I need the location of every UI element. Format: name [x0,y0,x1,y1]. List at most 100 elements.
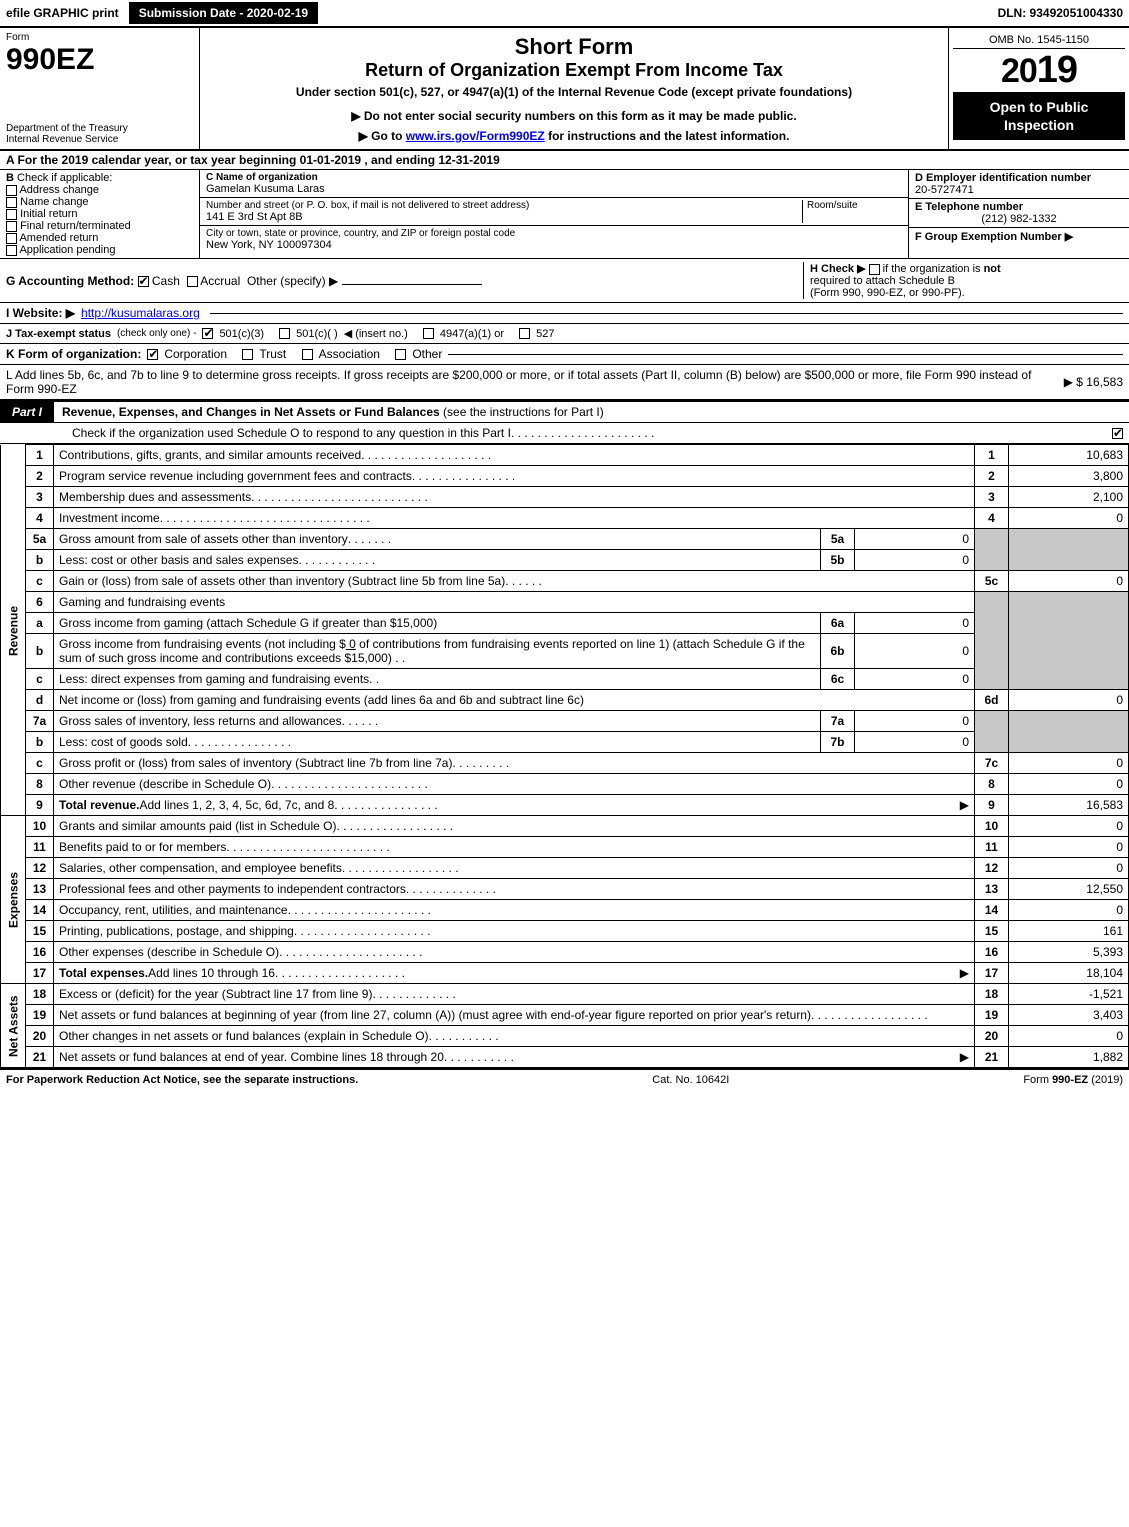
lbl-501c3: 501(c)(3) [219,328,264,340]
ln-6c: c [26,669,54,690]
ln-14: 14 [26,900,54,921]
lbl-address-change: Address change [19,184,99,196]
chk-name-change[interactable] [6,197,17,208]
txt-9b: Add lines 1, 2, 3, 4, 5c, 6d, 7c, and 8 [139,798,334,812]
box-6d: 6d [975,690,1009,711]
chk-other-org[interactable] [395,349,406,360]
txt-12: Salaries, other compensation, and employ… [59,861,342,875]
txt-2: Program service revenue including govern… [59,469,412,483]
omb-number: OMB No. 1545-1150 [953,32,1125,49]
txt-21: Net assets or fund balances at end of ye… [59,1050,444,1064]
box-4: 4 [975,508,1009,529]
sub-7b: 7b [821,732,855,753]
txt-6b-1: Gross income from fundraising events (no… [59,637,346,651]
j-rest: (check only one) - [117,328,196,339]
chk-501c3[interactable] [202,328,213,339]
line-g-h: G Accounting Method: Cash Accrual Other … [0,259,1129,303]
sub-7a: 7a [821,711,855,732]
chk-527[interactable] [519,328,530,339]
ln-17: 17 [26,963,54,984]
chk-final-return[interactable] [6,221,17,232]
e-label: E Telephone number [915,201,1123,213]
chk-accrual[interactable] [187,276,198,287]
ln-12: 12 [26,858,54,879]
lbl-cash: Cash [152,274,180,288]
l-amount: ▶ $ 16,583 [1064,375,1123,389]
tax-year-line: A For the 2019 calendar year, or tax yea… [0,151,1129,170]
line-j: J Tax-exempt status (check only one) - 5… [0,324,1129,344]
irs-link[interactable]: www.irs.gov/Form990EZ [406,129,545,143]
chk-cash[interactable] [138,276,149,287]
chk-assoc[interactable] [302,349,313,360]
box-8: 8 [975,774,1009,795]
website-link[interactable]: http://kusumalaras.org [81,306,200,320]
txt-5b: Less: cost or other basis and sales expe… [59,553,298,567]
lbl-527: 527 [536,328,554,340]
revenue-label: Revenue [1,445,26,816]
chk-app-pending[interactable] [6,245,17,256]
ln-18: 18 [26,984,54,1005]
subamt-6a: 0 [855,613,975,634]
amt-11: 0 [1009,837,1129,858]
note-goto: ▶ Go to www.irs.gov/Form990EZ for instru… [206,129,942,143]
chk-trust[interactable] [242,349,253,360]
part1-table: Revenue 1 Contributions, gifts, grants, … [0,444,1129,1068]
ein: 20-5727471 [915,184,1123,196]
txt-17b: Add lines 10 through 16 [148,966,275,980]
chk-address-change[interactable] [6,185,17,196]
ln-16: 16 [26,942,54,963]
ln-15: 15 [26,921,54,942]
amt-7c: 0 [1009,753,1129,774]
footer-right: Form 990-EZ (2019) [1023,1074,1123,1086]
box-2: 2 [975,466,1009,487]
chk-amended[interactable] [6,233,17,244]
lbl-accrual: Accrual [200,274,240,288]
arrow-17: ▶ [960,966,969,980]
l-text: L Add lines 5b, 6c, and 7b to line 9 to … [6,368,1058,396]
h-not: not [984,263,1001,275]
addr-label: Number and street (or P. O. box, if mail… [206,200,802,211]
ln-7b: b [26,732,54,753]
ln-6d: d [26,690,54,711]
txt-9a: Total revenue. [59,798,139,812]
txt-14: Occupancy, rent, utilities, and maintena… [59,903,288,917]
part1-sub: (see the instructions for Part I) [443,405,604,419]
sub-6c: 6c [821,669,855,690]
street-address: 141 E 3rd St Apt 8B [206,211,802,223]
footer-mid: Cat. No. 10642I [652,1074,729,1086]
org-name: Gamelan Kusuma Laras [206,183,902,195]
box-9: 9 [975,795,1009,816]
amt-19: 3,403 [1009,1005,1129,1026]
lbl-501c: 501(c)( ) [296,328,338,340]
sub-6a: 6a [821,613,855,634]
box-17: 17 [975,963,1009,984]
room-label: Room/suite [807,200,902,211]
short-form-title: Short Form [206,34,942,60]
amt-6d: 0 [1009,690,1129,711]
net-assets-label: Net Assets [1,984,26,1068]
note-ssn: ▶ Do not enter social security numbers o… [206,109,942,123]
txt-10: Grants and similar amounts paid (list in… [59,819,336,833]
ln-10: 10 [26,816,54,837]
part1-bar: Part I Revenue, Expenses, and Changes in… [0,401,1129,423]
box-1: 1 [975,445,1009,466]
amt-2: 3,800 [1009,466,1129,487]
part1-check-text: Check if the organization used Schedule … [72,426,511,440]
chk-h[interactable] [869,264,880,275]
chk-schedule-o[interactable] [1112,428,1123,439]
amt-21: 1,882 [1009,1047,1129,1068]
lbl-final-return: Final return/terminated [20,220,131,232]
chk-4947[interactable] [423,328,434,339]
txt-6a: Gross income from gaming (attach Schedul… [54,613,821,634]
arrow-9: ▶ [960,798,969,812]
lbl-4947: 4947(a)(1) or [440,328,504,340]
txt-5c: Gain or (loss) from sale of assets other… [59,574,505,588]
chk-501c[interactable] [279,328,290,339]
chk-initial-return[interactable] [6,209,17,220]
efile-label: efile GRAPHIC print [6,6,119,20]
txt-5a: Gross amount from sale of assets other t… [59,532,348,546]
open-inspection: Open to Public Inspection [953,92,1125,140]
chk-corp[interactable] [147,349,158,360]
amt-20: 0 [1009,1026,1129,1047]
amt-1: 10,683 [1009,445,1129,466]
